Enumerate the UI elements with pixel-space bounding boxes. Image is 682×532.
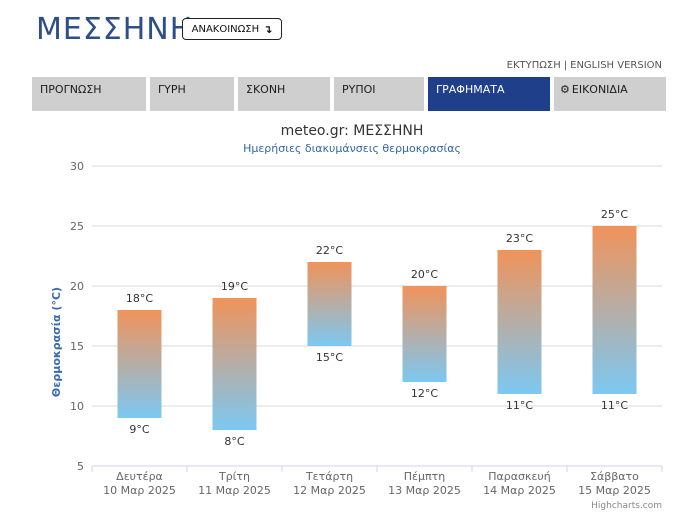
tab-dust[interactable]: ΣΚΟΝΗ [238,77,330,111]
x-tick-date: 10 Μαρ 2025 [103,484,176,497]
high-temp-label: 19°C [221,280,248,293]
x-tick-day: Δευτέρα [116,470,163,483]
tab-charts[interactable]: ΓΡΑΦΗΜΑΤΑ [428,77,550,111]
chart-credit[interactable]: Highcharts.com [591,501,662,511]
print-link[interactable]: ΕΚΤΥΠΩΣΗ [506,60,561,71]
x-tick-day: Παρασκευή [488,470,551,483]
tab-forecast[interactable]: ΠΡΟΓΝΩΣΗ [32,77,146,111]
top-links: ΕΚΤΥΠΩΣΗ | ENGLISH VERSION [507,60,662,71]
low-temp-label: 15°C [316,351,343,364]
bars: 18°C 9°C 19°C 8°C 22°C 15°C 20°C 12°C 23°C 11°C 25… [117,208,637,448]
x-tick-date: 12 Μαρ 2025 [293,484,366,497]
temperature-range-bar [212,298,257,430]
y-tick-label: 20 [70,280,84,293]
tab-label: ΠΡΟΓΝΩΣΗ [40,83,102,96]
tab-label: ΣΚΟΝΗ [246,83,286,96]
x-tick-day: Τρίτη [218,470,250,483]
chart-title: meteo.gr: ΜΕΣΣΗΝΗ [281,123,424,139]
english-version-link[interactable]: ENGLISH VERSION [570,60,662,71]
low-temp-label: 8°C [224,435,244,448]
gear-icon: ⚙ [560,83,570,96]
low-temp-label: 11°C [506,399,533,412]
tab-pollutants[interactable]: ΡΥΠΟΙ [334,77,424,111]
low-temp-label: 9°C [129,423,149,436]
high-temp-label: 23°C [506,232,533,245]
high-temp-label: 18°C [126,292,153,305]
chart-subtitle: Ημερήσιες διακυμάνσεις θερμοκρασίας [243,142,461,155]
announcement-label: ΑΝΑΚΟΙΝΩΣΗ [191,23,260,35]
temperature-range-bar [402,286,447,382]
y-tick-label: 25 [70,220,84,233]
chart-svg: meteo.gr: ΜΕΣΣΗΝΗ Ημερήσιες διακυμάνσεις… [50,123,663,511]
tab-label: ΓΥΡΗ [158,83,186,96]
low-temp-label: 11°C [601,399,628,412]
grid-lines [92,165,662,467]
temperature-range-bar [117,310,162,418]
temperature-chart: meteo.gr: ΜΕΣΣΗΝΗ Ημερήσιες διακυμάνσεις… [0,118,682,528]
tab-widgets[interactable]: ⚙ ΕΙΚΟΝΙΔΙΑ [554,77,666,111]
y-axis-ticks: 5 10 15 20 25 30 [70,160,84,473]
announcement-button[interactable]: ΑΝΑΚΟΙΝΩΣΗ ↴ [182,18,282,40]
high-temp-label: 25°C [601,208,628,221]
page-title: ΜΕΣΣΗΝΗ [36,12,194,47]
x-tick-day: Πέμπτη [404,470,445,483]
high-temp-label: 22°C [316,244,343,257]
x-tick-date: 14 Μαρ 2025 [483,484,556,497]
x-tick-date: 13 Μαρ 2025 [388,484,461,497]
tab-label: ΓΡΑΦΗΜΑΤΑ [436,83,505,96]
x-tick-day: Σάββατο [590,470,639,483]
high-temp-label: 20°C [411,268,438,281]
y-axis-label: Θερμοκρασία (°C) [50,287,63,397]
y-tick-label: 5 [77,460,84,473]
arrow-down-icon: ↴ [263,22,273,36]
y-tick-label: 10 [70,400,84,413]
y-tick-label: 15 [70,340,84,353]
temperature-range-bar [307,262,352,346]
tab-label: ΕΙΚΟΝΙΔΙΑ [571,83,628,96]
tab-label: ΡΥΠΟΙ [342,83,376,96]
link-separator: | [563,60,568,71]
x-tick-date: 11 Μαρ 2025 [198,484,271,497]
tab-pollen[interactable]: ΓΥΡΗ [150,77,234,111]
y-tick-label: 30 [70,160,84,173]
temperature-range-bar [497,250,542,394]
x-tick-day: Τετάρτη [305,470,353,483]
x-tick-date: 15 Μαρ 2025 [578,484,651,497]
low-temp-label: 12°C [411,387,438,400]
temperature-range-bar [592,226,637,394]
